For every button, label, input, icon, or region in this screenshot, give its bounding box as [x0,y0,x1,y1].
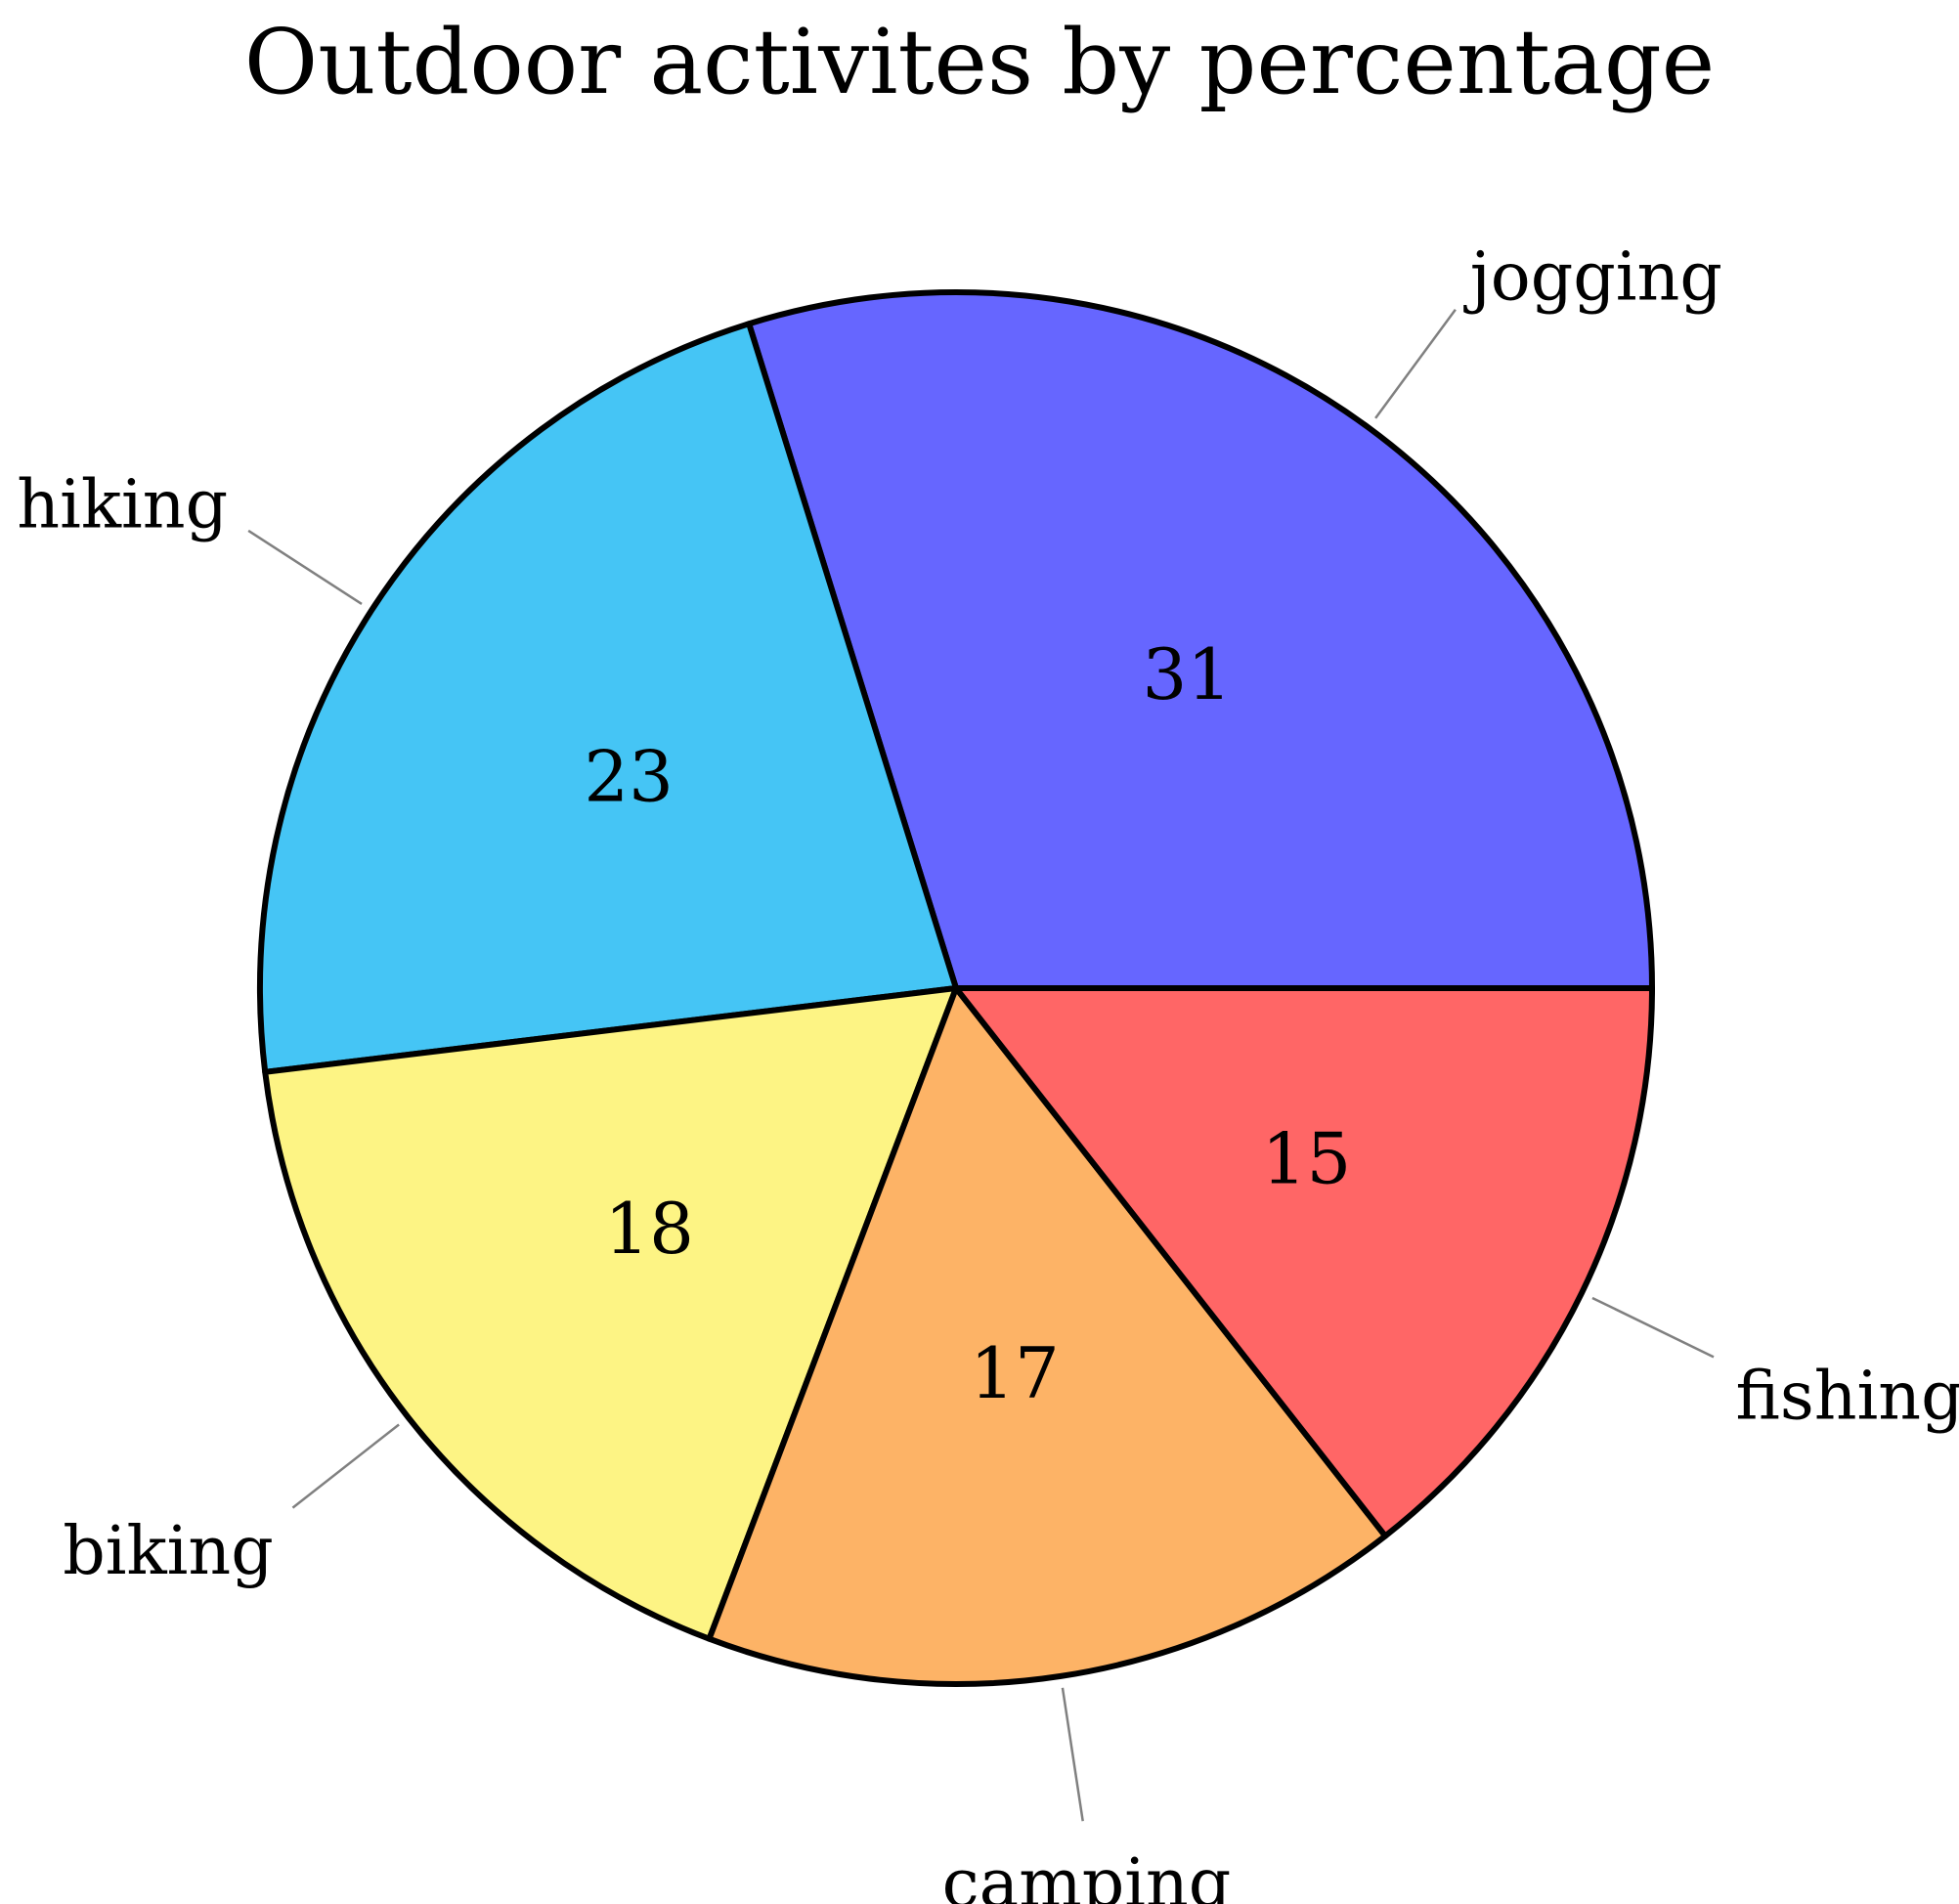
leader-line-camping [1061,1687,1084,1822]
slice-label-hiking: hiking [17,466,228,543]
value-label-jogging: 31 [1142,633,1232,715]
value-label-fishing: 15 [1262,1118,1352,1200]
chart-title: Outdoor activites by percentage [244,10,1715,114]
label-leader-lines [247,308,1715,1822]
pie-slices [257,289,1655,1687]
value-label-camping: 17 [970,1332,1060,1414]
pie-slice-biking [262,985,959,1642]
pie-slice-fishing [953,985,1655,1539]
value-label-hiking: 23 [584,736,674,818]
leader-line-hiking [247,529,363,605]
slice-value-labels: 31 23 18 17 15 [584,633,1351,1414]
slice-label-biking: biking [63,1513,274,1590]
value-label-biking: 18 [604,1188,694,1270]
pie-slice-camping [706,985,1389,1687]
leader-line-biking [291,1423,400,1509]
slice-label-camping: camping [942,1845,1232,1904]
slice-label-jogging: jogging [1463,239,1722,317]
slice-labels: jogging hiking biking camping fishing [17,239,1959,1904]
leader-line-fishing [1591,1296,1715,1359]
pie-slice-jogging [746,289,1655,991]
pie-slice-hiking [257,321,959,1075]
leader-line-jogging [1374,308,1457,419]
slice-label-fishing: fishing [1735,1358,1959,1435]
